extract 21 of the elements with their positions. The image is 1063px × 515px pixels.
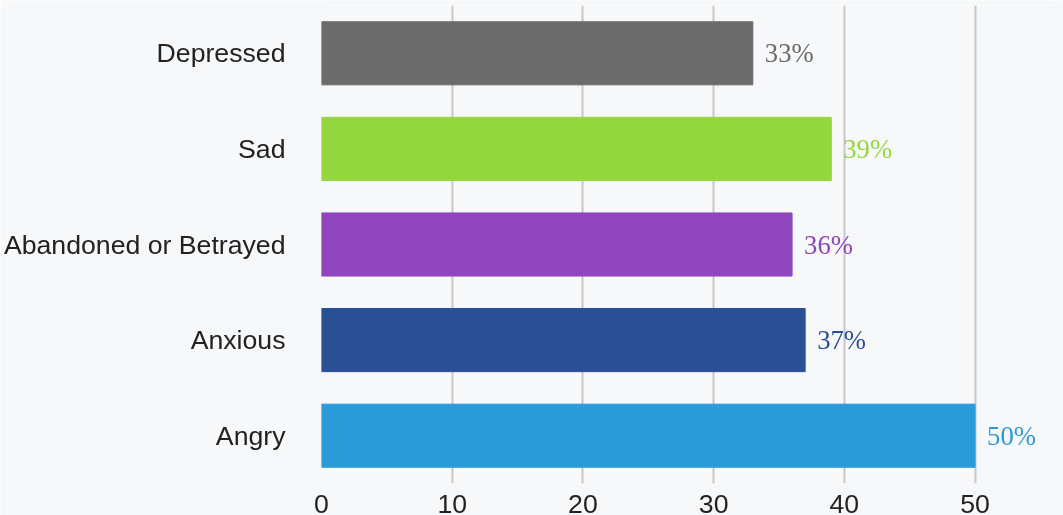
bar (321, 21, 754, 86)
y-tick-label: Sad (238, 133, 286, 164)
bar (321, 403, 976, 468)
data-label: 50% (987, 420, 1036, 451)
y-tick-label: Anxious (190, 325, 286, 356)
x-tick-label: 40 (829, 488, 860, 515)
bar (321, 116, 832, 181)
data-label: 39% (843, 133, 893, 164)
x-tick-label: 0 (314, 488, 329, 515)
data-label: 37% (817, 325, 867, 356)
y-tick-label: Abandoned or Betrayed (3, 229, 286, 260)
bar (321, 308, 806, 373)
x-tick-label: 50 (960, 488, 990, 515)
data-label: 36% (804, 229, 853, 260)
data-label: 33% (764, 38, 814, 69)
x-tick-label: 20 (568, 488, 598, 515)
y-tick-label: Angry (215, 420, 287, 451)
x-tick-label: 30 (698, 488, 729, 515)
y-tick-label: Depressed (156, 38, 286, 69)
bar (321, 212, 793, 277)
x-tick-label: 10 (437, 488, 468, 515)
